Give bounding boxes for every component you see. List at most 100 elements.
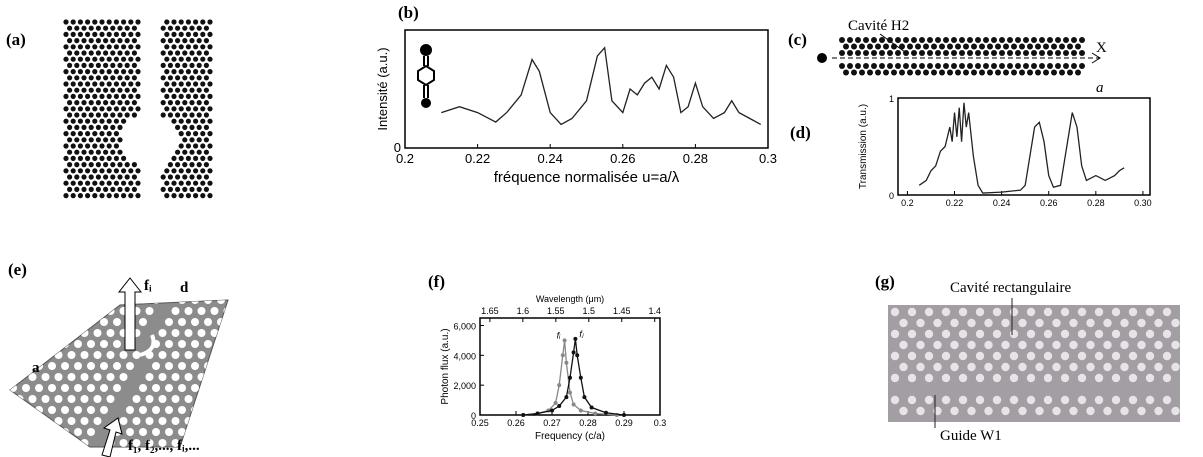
hole [1011, 70, 1017, 76]
hole [217, 384, 225, 392]
hole [110, 75, 115, 80]
hole [1027, 44, 1033, 50]
hole [908, 308, 916, 316]
hole [193, 168, 198, 173]
hole [55, 395, 63, 403]
hole [1163, 396, 1171, 404]
hole [1055, 63, 1061, 69]
hole [197, 187, 202, 192]
x-tick-label: 0.3 [654, 418, 667, 428]
hole [63, 94, 68, 99]
hole [1023, 50, 1029, 56]
hole [117, 125, 122, 130]
hole [9, 362, 17, 370]
hole [1018, 319, 1026, 327]
hole [100, 362, 108, 370]
hole [175, 100, 180, 105]
hole [197, 150, 202, 155]
hole [200, 119, 205, 124]
hole [179, 81, 184, 86]
hole [67, 88, 72, 93]
hole [1146, 374, 1154, 382]
hole [959, 63, 965, 69]
hole [63, 106, 68, 111]
hole [899, 363, 907, 371]
hole [1061, 308, 1069, 316]
hole [875, 70, 881, 76]
hole [74, 340, 82, 348]
hole [120, 439, 128, 447]
hole [1039, 63, 1045, 69]
hole [186, 81, 191, 86]
hole [200, 168, 205, 173]
hole [186, 19, 191, 24]
hole [1154, 341, 1162, 349]
x2-tick-label: 1.4 [648, 306, 661, 316]
hole [179, 156, 184, 161]
hole [891, 374, 899, 382]
hole [110, 162, 115, 167]
hole [1031, 50, 1037, 56]
inset-icon [418, 45, 434, 107]
hole [883, 70, 889, 76]
hole [128, 69, 133, 74]
hole [146, 417, 154, 425]
hole [943, 63, 949, 69]
hole [164, 69, 169, 74]
hole [983, 63, 989, 69]
hole [128, 19, 133, 24]
hole [132, 187, 137, 192]
hole [1052, 319, 1060, 327]
hole [191, 318, 199, 326]
hole [107, 106, 112, 111]
hole [87, 340, 95, 348]
hole [217, 362, 225, 370]
hole [193, 156, 198, 161]
label: a [32, 360, 40, 376]
hole [179, 181, 184, 186]
hole [1120, 363, 1128, 371]
hole [120, 417, 128, 425]
hole [68, 307, 76, 315]
hole [71, 131, 76, 136]
panel-label: (e) [8, 260, 27, 279]
hole [103, 187, 108, 192]
hole [200, 193, 205, 198]
hole [164, 106, 169, 111]
hole [1055, 37, 1061, 43]
hole [230, 428, 238, 436]
hole [887, 63, 893, 69]
hole [189, 162, 194, 167]
hole [179, 131, 184, 136]
hole [178, 318, 186, 326]
hole [191, 428, 199, 436]
hole [175, 88, 180, 93]
hole [125, 162, 130, 167]
hole [89, 75, 94, 80]
point [563, 338, 567, 342]
hole [161, 174, 166, 179]
hole [128, 106, 133, 111]
hole [133, 417, 141, 425]
hole [63, 57, 68, 62]
hole [1069, 319, 1077, 327]
hole [993, 352, 1001, 360]
hole [193, 57, 198, 62]
hole [152, 362, 160, 370]
hole [71, 19, 76, 24]
hole [74, 26, 79, 31]
hole [135, 69, 140, 74]
hole [0, 384, 4, 392]
hole [224, 439, 232, 447]
hole [182, 174, 187, 179]
hole [908, 352, 916, 360]
hole [991, 63, 997, 69]
hole [899, 319, 907, 327]
hole [224, 395, 232, 403]
hole [92, 131, 97, 136]
hole [1071, 37, 1077, 43]
hole [168, 26, 173, 31]
hole [117, 187, 122, 192]
hole [1079, 50, 1085, 56]
hole [9, 406, 17, 414]
